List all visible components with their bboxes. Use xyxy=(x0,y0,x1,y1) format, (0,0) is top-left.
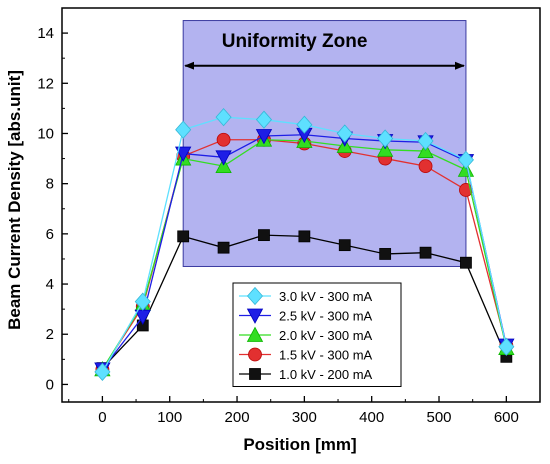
y-tick-label: 8 xyxy=(46,176,54,193)
plot-area: Uniformity Zone 0 100 200 300 400 500 600 0 2 4 6 8 1… xyxy=(37,7,541,426)
legend-label: 2.5 kV - 300 mA xyxy=(279,309,373,324)
legend-marker xyxy=(246,308,264,324)
legend-item: 3.0 kV - 300 mA xyxy=(239,286,373,306)
data-point xyxy=(296,115,313,134)
x-tick-label: 600 xyxy=(494,409,519,426)
legend-marker xyxy=(248,347,262,362)
x-tick-label: 400 xyxy=(359,409,384,426)
data-point xyxy=(298,230,311,243)
data-point xyxy=(255,129,273,145)
data-point xyxy=(255,110,273,129)
y-tick-label: 10 xyxy=(37,125,54,142)
data-point xyxy=(379,248,392,260)
plot-frame xyxy=(61,7,541,403)
legend-item: 2.0 kV - 300 mA xyxy=(239,326,373,343)
data-point xyxy=(377,129,394,148)
data-point xyxy=(217,241,230,254)
x-tick-label: 200 xyxy=(225,409,250,426)
data-point xyxy=(216,132,231,147)
y-tick-label: 4 xyxy=(46,276,54,293)
legend: 3.0 kV - 300 mA 2.5 kV - 300 mA 2.0 kV - 3… xyxy=(232,282,402,387)
y-tick-label: 6 xyxy=(46,226,54,243)
y-axis-title: Beam Current Density [abs.unit] xyxy=(5,70,24,330)
data-point xyxy=(94,362,111,381)
x-tick-label: 100 xyxy=(157,409,182,426)
legend-marker xyxy=(246,286,264,306)
data-point xyxy=(419,246,432,259)
uniformity-zone-label: Uniformity Zone xyxy=(222,31,368,52)
x-tick-label: 0 xyxy=(98,409,106,426)
data-point xyxy=(336,124,353,143)
data-point xyxy=(258,229,270,242)
data-point xyxy=(177,230,190,243)
data-point xyxy=(175,146,192,162)
legend-label: 2.0 kV - 300 mA xyxy=(279,328,373,343)
data-point xyxy=(215,108,232,127)
data-point xyxy=(460,256,472,269)
data-point xyxy=(418,159,433,174)
x-tick-label: 300 xyxy=(292,409,317,426)
y-tick-label: 2 xyxy=(46,326,54,343)
data-point xyxy=(417,131,434,151)
legend-item: 1.0 kV - 200 mA xyxy=(239,367,373,382)
y-tick-label: 0 xyxy=(46,376,54,393)
data-point xyxy=(457,150,474,169)
legend-label: 1.5 kV - 300 mA xyxy=(279,348,373,363)
data-point xyxy=(134,292,151,311)
legend-marker xyxy=(249,368,261,380)
legend-marker xyxy=(246,326,264,342)
data-point xyxy=(498,337,515,356)
data-point xyxy=(215,150,232,166)
series-0 xyxy=(94,108,515,381)
data-point xyxy=(338,239,351,252)
legend-label: 1.0 kV - 200 mA xyxy=(279,367,373,382)
legend-label: 3.0 kV - 300 mA xyxy=(279,289,373,304)
x-tick-label: 500 xyxy=(426,409,451,426)
series-4 xyxy=(96,229,513,375)
y-tick-label: 14 xyxy=(37,25,54,42)
data-point xyxy=(175,120,192,139)
x-axis-title: Position [mm] xyxy=(243,435,356,454)
legend-item: 2.5 kV - 300 mA xyxy=(239,309,373,324)
y-tick-label: 12 xyxy=(37,75,54,92)
legend-item: 1.5 kV - 300 mA xyxy=(239,348,373,363)
